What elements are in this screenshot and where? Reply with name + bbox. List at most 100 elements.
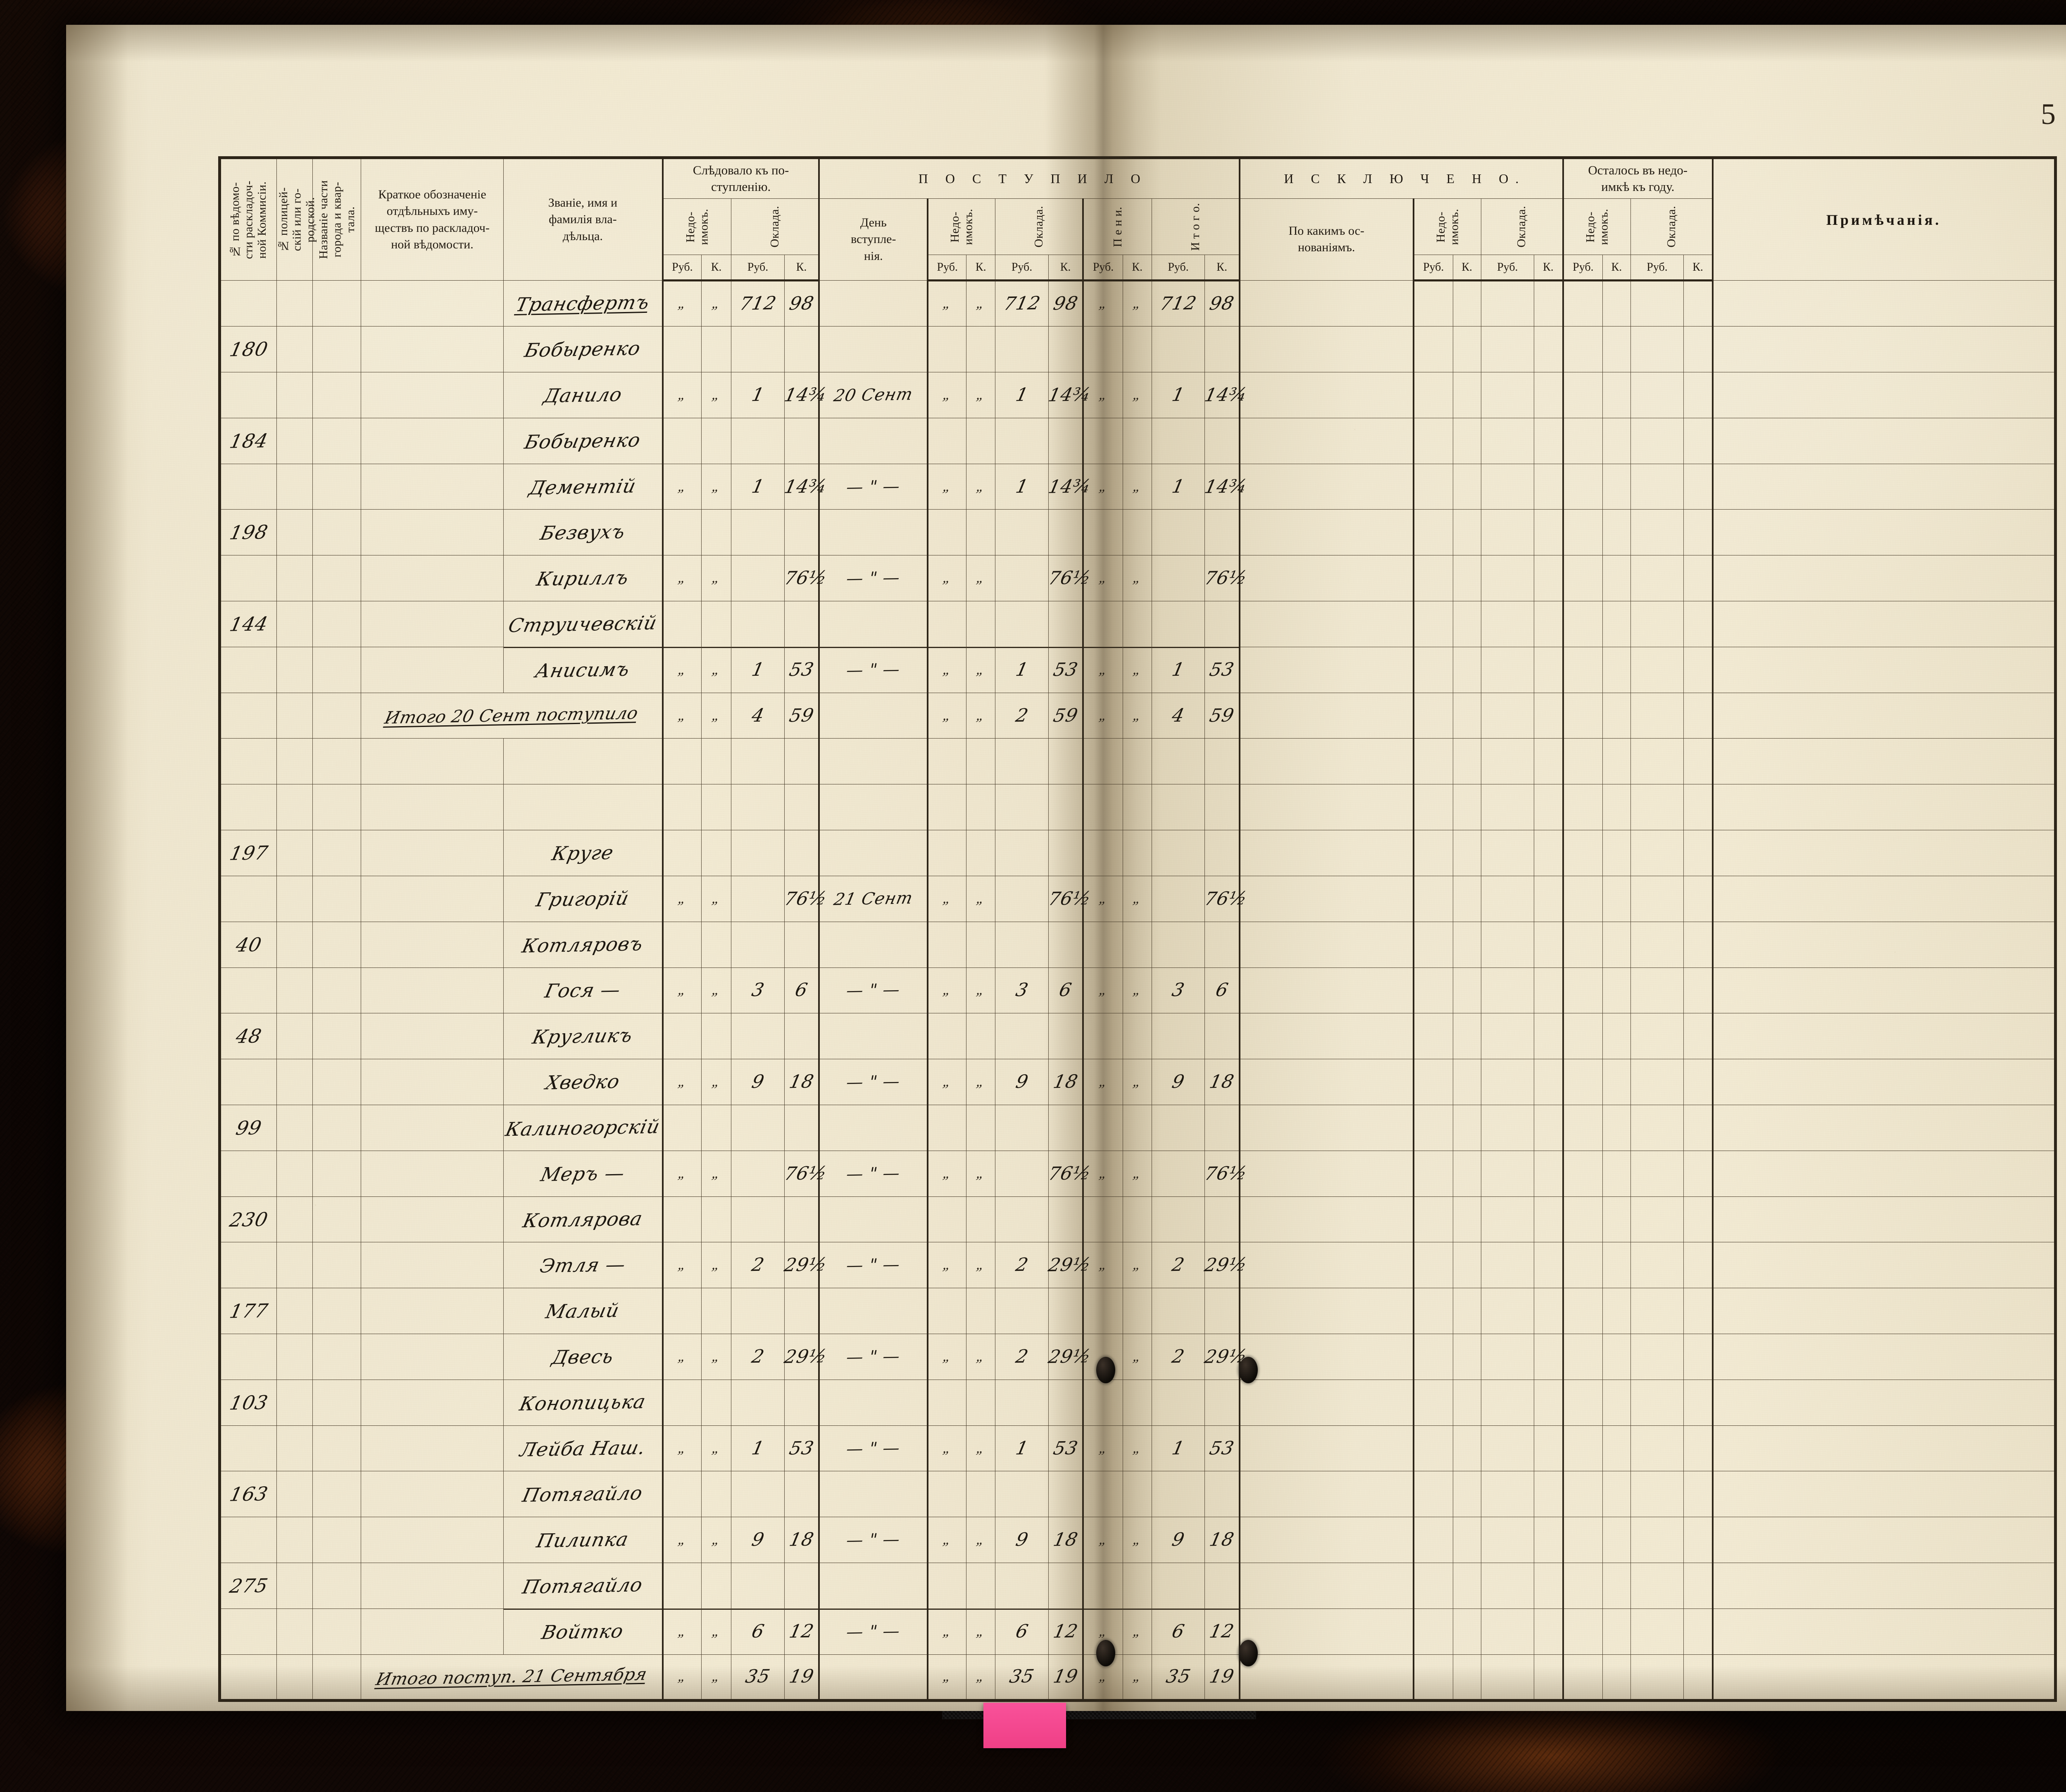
cell-penalties-kop[interactable] (1122, 738, 1152, 785)
cell-excluded-arrears-rub[interactable] (1413, 1059, 1453, 1105)
cell-due-assessment-kop[interactable]: 6 (784, 967, 820, 1014)
cell-city-part[interactable] (312, 738, 362, 785)
cell-due-assessment-kop[interactable] (784, 738, 820, 785)
cell-total-rub[interactable] (1151, 921, 1205, 968)
cell-vedomost-number[interactable] (218, 967, 277, 1014)
cell-remaining-assessment-kop[interactable] (1683, 1608, 1714, 1655)
cell-penalties-kop[interactable] (1122, 1104, 1152, 1151)
cell-received-arrears-kop[interactable] (966, 1104, 996, 1151)
cell-total-kop[interactable]: 98 (1204, 280, 1240, 327)
cell-received-assessment-rub[interactable] (995, 1471, 1049, 1518)
cell-remaining-arrears-rub[interactable] (1563, 784, 1603, 831)
cell-excluded-arrears-rub[interactable] (1413, 1104, 1453, 1151)
cell-excluded-arrears-rub[interactable] (1413, 1517, 1453, 1563)
cell-excluded-arrears-kop[interactable] (1452, 1471, 1481, 1518)
cell-total-kop[interactable]: 19 (1204, 1654, 1240, 1702)
cell-penalties-rub[interactable]: „ (1083, 875, 1123, 922)
cell-penalties-rub[interactable] (1083, 601, 1123, 647)
cell-police-number[interactable] (276, 1425, 313, 1472)
cell-excluded-arrears-kop[interactable] (1452, 326, 1481, 372)
cell-total-rub[interactable] (1151, 601, 1205, 647)
cell-total-kop[interactable] (1204, 1288, 1240, 1334)
cell-property-description[interactable] (361, 1288, 504, 1334)
cell-total-rub[interactable] (1151, 1288, 1205, 1334)
cell-due-arrears-rub[interactable] (662, 784, 702, 831)
cell-owner-name[interactable]: Пилипка (503, 1517, 664, 1563)
cell-remaining-assessment-rub[interactable] (1630, 646, 1684, 693)
cell-owner-name[interactable]: Котляровъ (503, 921, 664, 968)
cell-remaining-assessment-kop[interactable] (1683, 555, 1714, 602)
cell-received-assessment-rub[interactable]: 1 (995, 372, 1049, 418)
cell-excluded-assessment-rub[interactable] (1480, 646, 1535, 693)
cell-property-description[interactable] (361, 1059, 504, 1105)
cell-received-assessment-kop[interactable] (1048, 921, 1084, 968)
cell-total-kop[interactable] (1204, 784, 1240, 831)
cell-excluded-assessment-rub[interactable] (1480, 1334, 1535, 1380)
cell-excluded-arrears-rub[interactable] (1413, 1013, 1453, 1060)
cell-received-arrears-kop[interactable]: „ (966, 463, 996, 510)
cell-total-kop[interactable]: 6 (1204, 967, 1240, 1014)
cell-remaining-assessment-rub[interactable] (1630, 555, 1684, 602)
cell-remaining-arrears-rub[interactable] (1563, 1196, 1603, 1243)
cell-received-arrears-kop[interactable]: „ (966, 646, 996, 693)
cell-remaining-arrears-kop[interactable] (1602, 417, 1631, 464)
cell-remaining-assessment-kop[interactable] (1683, 875, 1714, 922)
cell-remaining-assessment-kop[interactable] (1683, 1425, 1714, 1472)
cell-notes[interactable] (1712, 1425, 2057, 1472)
cell-police-number[interactable] (276, 1608, 313, 1655)
cell-vedomost-number[interactable]: 48 (218, 1013, 277, 1060)
cell-excluded-assessment-rub[interactable] (1480, 326, 1535, 372)
cell-penalties-rub[interactable]: „ (1083, 1242, 1123, 1289)
cell-excluded-assessment-rub[interactable] (1480, 1150, 1535, 1197)
cell-excluded-assessment-rub[interactable] (1480, 1471, 1535, 1518)
cell-received-arrears-kop[interactable]: „ (966, 1425, 996, 1472)
cell-received-assessment-kop[interactable] (1048, 1563, 1084, 1609)
cell-received-arrears-kop[interactable]: „ (966, 967, 996, 1014)
cell-remaining-arrears-kop[interactable] (1602, 1013, 1631, 1060)
cell-entry-day[interactable] (819, 417, 929, 464)
cell-vedomost-number[interactable] (218, 372, 277, 418)
cell-property-description[interactable] (361, 1608, 504, 1655)
cell-received-arrears-rub[interactable]: „ (927, 463, 967, 510)
cell-vedomost-number[interactable]: 197 (218, 830, 277, 876)
cell-excluded-assessment-kop[interactable] (1534, 463, 1564, 510)
cell-remaining-arrears-kop[interactable] (1602, 875, 1631, 922)
cell-remaining-assessment-rub[interactable] (1630, 738, 1684, 785)
cell-owner-name[interactable]: Гося — (503, 967, 664, 1014)
cell-received-arrears-rub[interactable] (927, 921, 967, 968)
cell-vedomost-number[interactable] (218, 1334, 277, 1380)
cell-received-assessment-kop[interactable] (1048, 738, 1084, 785)
cell-exclusion-grounds[interactable] (1239, 463, 1414, 510)
cell-excluded-assessment-rub[interactable] (1480, 692, 1535, 739)
cell-remaining-arrears-kop[interactable] (1602, 1150, 1631, 1197)
cell-penalties-rub[interactable]: „ (1083, 280, 1123, 327)
cell-exclusion-grounds[interactable] (1239, 1059, 1414, 1105)
cell-police-number[interactable] (276, 601, 313, 647)
cell-vedomost-number[interactable] (218, 692, 277, 739)
cell-received-arrears-kop[interactable]: „ (966, 372, 996, 418)
cell-received-arrears-rub[interactable] (927, 417, 967, 464)
cell-remaining-assessment-rub[interactable] (1630, 921, 1684, 968)
cell-due-arrears-rub[interactable]: „ (662, 1334, 702, 1380)
cell-excluded-arrears-rub[interactable] (1413, 738, 1453, 785)
cell-due-arrears-kop[interactable]: „ (701, 692, 732, 739)
cell-vedomost-number[interactable]: 40 (218, 921, 277, 968)
cell-remaining-arrears-kop[interactable] (1602, 1563, 1631, 1609)
cell-remaining-arrears-rub[interactable] (1563, 1379, 1603, 1426)
cell-excluded-arrears-kop[interactable] (1452, 463, 1481, 510)
cell-owner-name[interactable]: Этля — (503, 1242, 664, 1289)
cell-notes[interactable] (1712, 1013, 2057, 1060)
cell-penalties-kop[interactable]: „ (1122, 463, 1152, 510)
table-row[interactable]: Этля — „ „ 2 29½ — " — „ „ 2 29½ „ „ 2 29½ (218, 1242, 2057, 1289)
cell-property-description[interactable] (361, 601, 504, 647)
cell-penalties-rub[interactable]: „ (1083, 555, 1123, 602)
cell-total-rub[interactable] (1151, 1150, 1205, 1197)
cell-excluded-arrears-kop[interactable] (1452, 1150, 1481, 1197)
cell-remaining-assessment-rub[interactable] (1630, 280, 1684, 327)
cell-penalties-kop[interactable]: „ (1122, 1425, 1152, 1472)
cell-entry-day[interactable] (819, 830, 929, 876)
cell-property-description[interactable] (361, 1379, 504, 1426)
cell-exclusion-grounds[interactable] (1239, 967, 1414, 1014)
cell-remaining-assessment-rub[interactable] (1630, 1608, 1684, 1655)
cell-received-arrears-kop[interactable] (966, 738, 996, 785)
